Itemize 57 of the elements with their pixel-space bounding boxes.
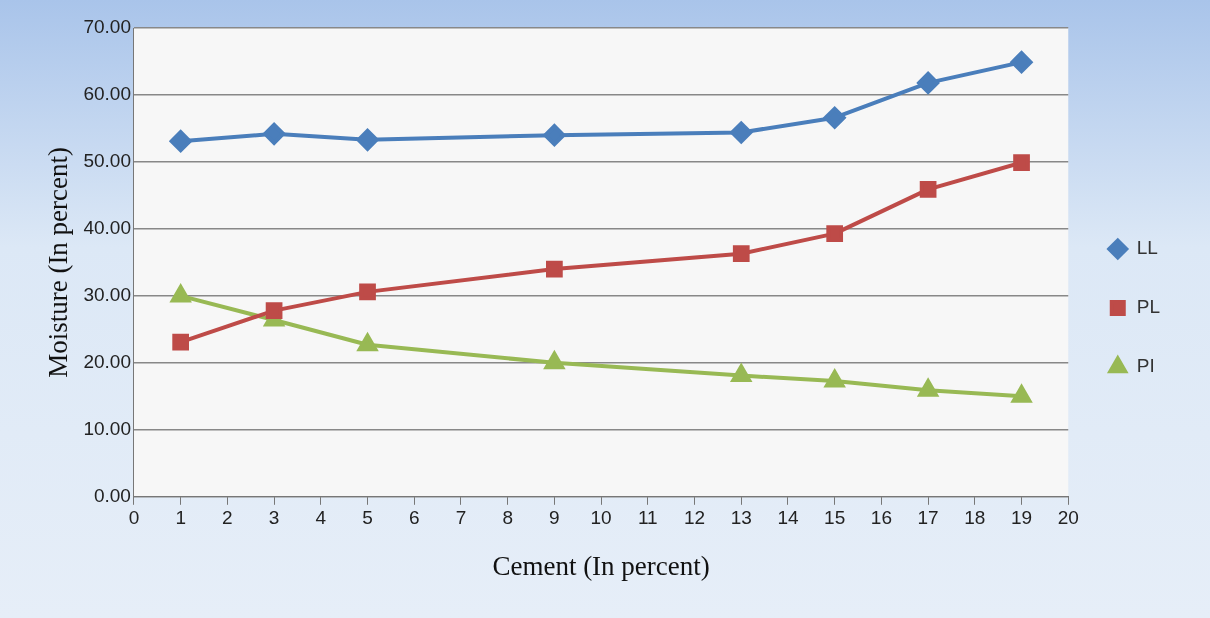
x-tick-label: 6 [408, 507, 420, 529]
legend-label: LL [1136, 237, 1158, 259]
x-axis-title: Cement (In percent) [492, 550, 710, 581]
point [918, 379, 938, 397]
point [917, 71, 940, 94]
point [263, 122, 286, 145]
y-tick-label: 0.00 [93, 485, 131, 507]
x-tick-label: 2 [222, 507, 233, 529]
y-tick-label: 30.00 [83, 284, 131, 306]
x-tick-label: 13 [730, 507, 752, 529]
x-tick-label: 3 [268, 507, 280, 529]
point [730, 362, 753, 383]
x-tick-label: 0 [128, 507, 140, 529]
x-tick-label: 1 [175, 507, 186, 529]
y-tick-label: 10.00 [83, 418, 131, 440]
point [359, 283, 376, 301]
y-tick-label: 40.00 [83, 217, 131, 239]
point [356, 331, 379, 352]
point [1011, 385, 1032, 403]
point [170, 284, 191, 303]
x-tick-label: 5 [362, 507, 373, 529]
point [356, 128, 379, 151]
x-tick-label: 19 [1010, 507, 1033, 529]
y-axis-title: Moisture (In percent) [43, 146, 74, 378]
x-tick-label: 12 [683, 507, 706, 529]
point [172, 333, 190, 351]
x-tick-label: 18 [964, 507, 986, 529]
point [823, 106, 846, 129]
x-tick-label: 4 [315, 507, 327, 529]
legend-label: PL [1136, 296, 1161, 318]
point [826, 225, 844, 242]
x-tick-label: 9 [549, 507, 560, 529]
point [730, 121, 753, 144]
x-tick-label: 17 [917, 507, 939, 529]
x-tick-label: 7 [455, 507, 467, 529]
x-tick-label: 15 [824, 507, 846, 529]
point [824, 369, 845, 388]
y-tick-label: 70.00 [83, 16, 131, 38]
y-tick-label: 60.00 [83, 83, 131, 105]
point [546, 260, 563, 278]
x-tick-label: 8 [502, 507, 513, 529]
x-tick-label: 10 [590, 507, 612, 529]
y-tick-label: 50.00 [83, 150, 131, 172]
point [919, 181, 937, 198]
point [265, 302, 283, 319]
point [732, 245, 750, 263]
x-tick-label: 11 [637, 507, 658, 529]
x-tick-label: 20 [1057, 507, 1079, 529]
point [543, 349, 566, 370]
point [1010, 51, 1033, 74]
point [169, 130, 192, 153]
legend-label: PI [1136, 355, 1155, 377]
x-tick-label: 14 [777, 507, 799, 529]
point [543, 124, 566, 147]
y-tick-label: 20.00 [83, 351, 131, 373]
point [1013, 154, 1030, 171]
x-tick-label: 16 [870, 507, 892, 529]
